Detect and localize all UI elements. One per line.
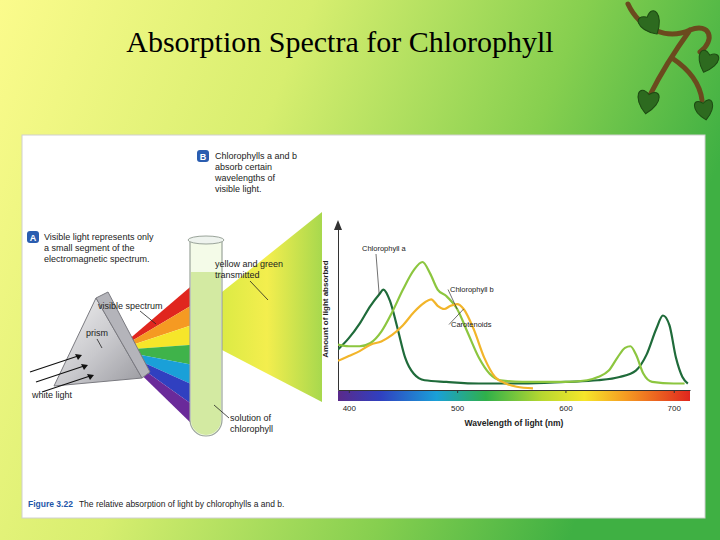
panel-badge <box>197 150 209 162</box>
series-label: Carotenoids <box>451 320 492 329</box>
series-line <box>338 262 685 384</box>
x-tick-label: 700 <box>668 404 682 413</box>
spectrum-bar <box>338 391 690 401</box>
series-label: Chlorophyll a <box>362 244 407 253</box>
transmitted-label: transmitted <box>215 270 260 280</box>
chart: 400 500 600 700 Wavelength of light (nm) Amou… <box>321 220 691 428</box>
visible-spectrum-label: visible spectrum <box>98 301 163 311</box>
plot-area <box>338 262 688 388</box>
panel-a-text: Visible light represents only <box>44 232 154 242</box>
x-axis: 400 500 600 700 <box>339 390 691 413</box>
solution-label: solution of <box>230 413 272 423</box>
panel-letter: A <box>30 233 37 243</box>
figure-panel <box>22 135 705 518</box>
panel-badge <box>27 231 39 243</box>
caption-number: Figure 3.22 <box>28 499 73 509</box>
x-tick: 400 <box>343 390 357 413</box>
white-light-label: white light <box>31 390 73 400</box>
panel-b-text: Chlorophylls a and b <box>215 151 297 161</box>
vine-decoration <box>628 4 720 121</box>
x-axis-title: Wavelength of light (nm) <box>465 418 564 428</box>
panel-a-text: a small segment of the <box>44 243 135 253</box>
panel-b-text: wavelengths of <box>214 173 276 183</box>
panel-letter: B <box>200 152 207 162</box>
slide: Absorption Spectra for Chlorophyll A Visib… <box>0 0 720 540</box>
label-leader <box>449 309 464 325</box>
vine-leaf <box>694 99 715 121</box>
leader-line <box>140 311 156 324</box>
vine-leaf <box>635 90 660 116</box>
label-leader <box>448 290 457 310</box>
x-tick-mark <box>457 390 458 393</box>
leader-line <box>97 339 102 348</box>
vine-stem <box>628 4 709 100</box>
x-tick-mark <box>674 390 675 393</box>
y-axis-title: Amount of light absorbed <box>321 260 330 357</box>
light-arrow <box>36 366 84 382</box>
y-axis-line <box>338 229 339 391</box>
series-line <box>338 299 533 388</box>
transmitted-label: yellow and green <box>215 259 283 269</box>
panel-b-text: visible light. <box>215 184 262 194</box>
label-leader <box>376 254 379 294</box>
light-arrowhead <box>81 364 88 370</box>
series-label: Chlorophyll b <box>450 285 494 294</box>
background <box>0 0 720 540</box>
light-arrowhead <box>87 374 94 380</box>
transmitted-beam <box>222 212 322 402</box>
slide-root: Absorption Spectra for Chlorophyll A Visib… <box>0 0 720 540</box>
y-axis-arrow <box>334 220 342 230</box>
diagram: A Visible light represents onlya small se… <box>27 150 322 436</box>
slide-title: Absorption Spectra for Chlorophyll <box>126 25 553 58</box>
x-tick: 600 <box>559 390 573 413</box>
x-tick-mark <box>565 390 566 393</box>
x-tick: 700 <box>668 390 682 413</box>
x-tick: 500 <box>451 390 465 413</box>
light-arrowhead <box>75 354 82 360</box>
leader-line <box>214 405 229 418</box>
light-arrow <box>30 356 78 372</box>
vine-leaf <box>636 9 666 39</box>
x-tick-label: 500 <box>451 404 465 413</box>
tube-rim <box>188 236 224 244</box>
leader-line <box>250 281 268 300</box>
panel-b-text: absorb certain <box>215 162 272 172</box>
x-tick-label: 400 <box>343 404 357 413</box>
caption-text: The relative absorption of light by chlo… <box>79 499 285 509</box>
solution-label: chlorophyll <box>230 424 273 434</box>
vine-leaf <box>694 49 720 76</box>
panel-a-text: electromagnetic spectrum. <box>44 254 150 264</box>
y-axis <box>338 229 339 391</box>
x-tick-mark <box>349 390 350 393</box>
tube-solution <box>191 272 221 435</box>
x-axis-line <box>339 390 691 391</box>
prism-label: prism <box>86 328 108 338</box>
x-tick-label: 600 <box>559 404 573 413</box>
